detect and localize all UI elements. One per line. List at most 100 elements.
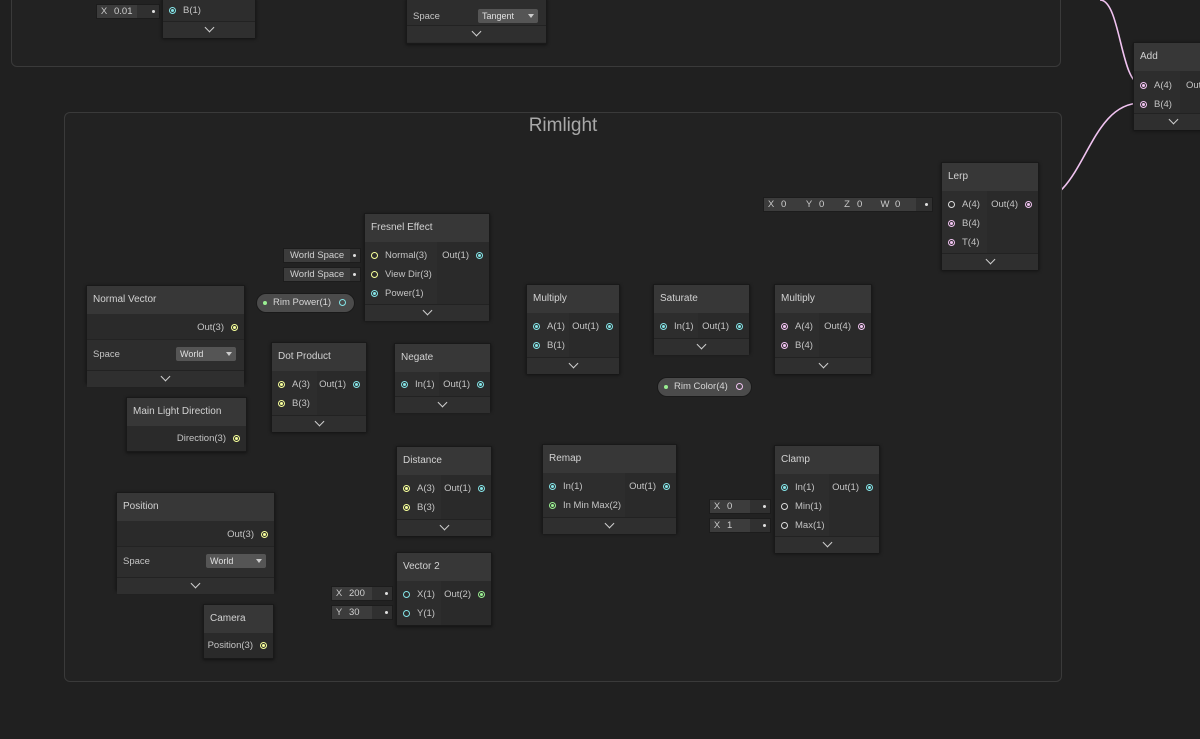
input-port-b[interactable]: B(4) <box>1140 95 1172 114</box>
output-port[interactable] <box>736 383 743 390</box>
expand-toggle[interactable] <box>87 370 244 387</box>
node-title: Saturate <box>654 285 749 313</box>
space-label: Space <box>123 556 150 567</box>
expand-toggle[interactable] <box>395 396 490 413</box>
output-port[interactable]: Out(1) <box>572 317 613 336</box>
output-port[interactable]: Out(3) <box>227 525 268 544</box>
output-port[interactable]: Out(1) <box>832 478 873 497</box>
chevron-down-icon <box>568 358 578 369</box>
top-left-partial-node[interactable]: B(1) <box>162 0 256 38</box>
rim-power-property[interactable]: Rim Power(1) <box>256 293 355 313</box>
output-port[interactable]: Out(1) <box>629 477 670 496</box>
expand-toggle[interactable] <box>942 253 1038 270</box>
vector2-node[interactable]: Vector 2 X(1) Y(1) Out(2) <box>396 552 492 626</box>
input-port-a[interactable]: A(4) <box>948 195 980 214</box>
input-port-b[interactable]: B(3) <box>278 394 310 413</box>
output-port[interactable]: Out(1) <box>443 375 484 394</box>
saturate-node[interactable]: Saturate In(1) Out(1) <box>653 284 750 355</box>
multiply-node-1[interactable]: Multiply A(1) B(1) Out(1) <box>526 284 620 374</box>
input-port-max[interactable]: Max(1) <box>781 516 825 535</box>
expand-toggle[interactable] <box>397 519 491 536</box>
fresnel-normal-default[interactable]: World Space <box>283 248 361 263</box>
input-port-in[interactable]: In(1) <box>781 478 815 497</box>
expand-toggle[interactable] <box>543 517 676 534</box>
space-dropdown[interactable]: World <box>176 347 236 361</box>
dropdown-arrow-icon <box>256 559 262 563</box>
output-port[interactable]: Position(3) <box>208 636 267 655</box>
add-node[interactable]: Add A(4) B(4) Out <box>1133 42 1200 130</box>
expand-toggle[interactable] <box>775 536 879 553</box>
input-port-a[interactable]: A(4) <box>781 317 813 336</box>
expand-toggle[interactable] <box>1134 113 1200 130</box>
multiply-node-2[interactable]: Multiply A(4) B(4) Out(4) <box>774 284 872 374</box>
output-port[interactable]: Out(4) <box>824 317 865 336</box>
input-port-a[interactable]: A(1) <box>533 317 565 336</box>
space-dropdown[interactable]: World <box>206 554 266 568</box>
input-port-power[interactable]: Power(1) <box>371 284 424 303</box>
vector2-y-field[interactable]: Y 30 <box>331 605 393 620</box>
normal-vector-node[interactable]: Normal Vector Out(3) Space World <box>86 285 245 387</box>
input-port-in-min-max[interactable]: In Min Max(2) <box>549 496 621 515</box>
output-port[interactable] <box>339 299 346 306</box>
fresnel-effect-node[interactable]: Fresnel Effect Normal(3) View Dir(3) Pow… <box>364 213 490 321</box>
field-value[interactable]: 0.01 <box>111 5 137 18</box>
clamp-node[interactable]: Clamp In(1) Min(1) Max(1) Out(1) <box>774 445 880 553</box>
input-port-b[interactable]: B(4) <box>781 336 813 355</box>
input-port-b[interactable]: B(1) <box>533 336 565 355</box>
input-port-min[interactable]: Min(1) <box>781 497 822 516</box>
input-port-b[interactable]: B(4) <box>948 214 980 233</box>
position-node[interactable]: Position Out(3) Space World <box>116 492 275 594</box>
output-port[interactable]: Direction(3) <box>177 429 240 448</box>
main-light-direction-node[interactable]: Main Light Direction Direction(3) <box>126 397 247 452</box>
expand-toggle[interactable] <box>365 304 489 321</box>
output-port[interactable]: Out(1) <box>319 375 360 394</box>
remap-node[interactable]: Remap In(1) In Min Max(2) Out(1) <box>542 444 677 534</box>
dot-product-node[interactable]: Dot Product A(3) B(3) Out(1) <box>271 342 367 432</box>
negate-node[interactable]: Negate In(1) Out(1) <box>394 343 491 413</box>
expand-toggle[interactable] <box>163 21 255 38</box>
input-port-in[interactable]: In(1) <box>549 477 583 496</box>
input-port-normal[interactable]: Normal(3) <box>371 246 427 265</box>
distance-node[interactable]: Distance A(3) B(3) Out(1) <box>396 446 492 536</box>
input-port-x[interactable]: X(1) <box>403 585 435 604</box>
expand-toggle[interactable] <box>407 25 546 42</box>
expand-toggle[interactable] <box>775 357 871 374</box>
top-x-field[interactable]: X 0.01 <box>96 4 160 19</box>
output-port[interactable]: Out(1) <box>702 317 743 336</box>
output-port[interactable]: Out(2) <box>444 585 485 604</box>
rim-color-property[interactable]: Rim Color(4) <box>657 377 752 397</box>
node-title: Position <box>117 493 274 521</box>
input-port-t[interactable]: T(4) <box>948 233 979 252</box>
camera-node[interactable]: Camera Position(3) <box>203 604 274 659</box>
input-port-y[interactable]: Y(1) <box>403 604 435 623</box>
lerp-node[interactable]: Lerp A(4) B(4) T(4) Out(4) <box>941 162 1039 270</box>
expand-toggle[interactable] <box>527 357 619 374</box>
output-port[interactable]: Out(1) <box>442 246 483 265</box>
input-port-b[interactable]: B(3) <box>403 498 435 517</box>
vector2-x-field[interactable]: X 200 <box>331 586 393 601</box>
node-title: Negate <box>395 344 490 372</box>
fresnel-viewdir-default[interactable]: World Space <box>283 267 361 282</box>
space-dropdown[interactable]: Tangent <box>478 9 538 23</box>
input-port-in[interactable]: In(1) <box>401 375 435 394</box>
expand-toggle[interactable] <box>117 577 274 594</box>
output-port[interactable]: Out <box>1186 80 1200 91</box>
node-title: Lerp <box>942 163 1038 191</box>
input-port-a[interactable]: A(3) <box>278 375 310 394</box>
expand-toggle[interactable] <box>654 338 749 355</box>
input-port-a[interactable]: A(4) <box>1140 76 1172 95</box>
input-port-in[interactable]: In(1) <box>660 317 694 336</box>
output-port[interactable]: Out(3) <box>197 318 238 337</box>
dropdown-arrow-icon <box>528 14 534 18</box>
top-middle-partial-node[interactable]: Space Tangent <box>406 0 547 44</box>
output-port[interactable]: Out(4) <box>991 195 1032 214</box>
input-port-b[interactable]: B(1) <box>169 1 201 20</box>
expand-toggle[interactable] <box>272 415 366 432</box>
chevron-down-icon <box>437 397 448 408</box>
input-port-view-dir[interactable]: View Dir(3) <box>371 265 432 284</box>
output-port[interactable]: Out(1) <box>444 479 485 498</box>
input-port-a[interactable]: A(3) <box>403 479 435 498</box>
